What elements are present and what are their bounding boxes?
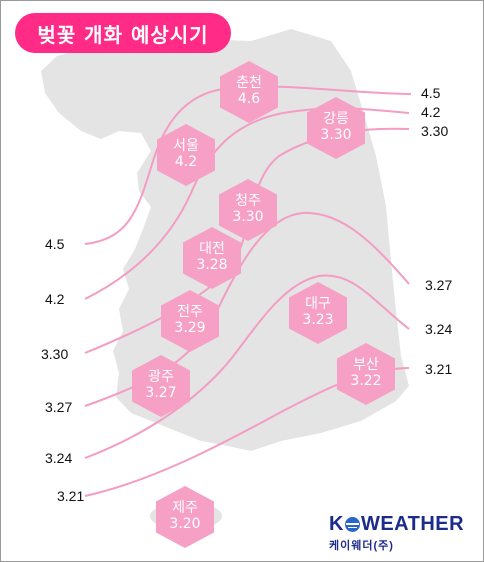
city-name: 대구 xyxy=(305,296,331,313)
contour-label-right: 3.27 xyxy=(425,277,453,293)
contour-label-left: 3.30 xyxy=(41,346,69,362)
contour-label-right: 4.5 xyxy=(421,85,441,101)
city-bloom-date: 3.27 xyxy=(145,385,177,401)
city-bloom-date: 3.28 xyxy=(196,257,228,273)
city-name: 춘천 xyxy=(236,75,262,92)
city-name: 서울 xyxy=(173,138,199,155)
contour-label-left: 3.24 xyxy=(45,450,73,466)
map-title: 벚꽃 개화 예상시기 xyxy=(15,13,231,53)
city-marker-gwangju: 광주 3.27 xyxy=(132,355,190,417)
city-marker-jeonju: 전주 3.29 xyxy=(161,290,219,352)
globe-icon xyxy=(344,517,360,532)
city-name: 부산 xyxy=(353,357,379,374)
city-name: 강릉 xyxy=(323,111,349,128)
logo-text-right: WEATHER xyxy=(360,513,465,535)
city-bloom-date: 4.2 xyxy=(174,154,198,170)
city-name: 대전 xyxy=(199,241,225,258)
contour-label-right: 3.24 xyxy=(425,321,453,337)
contour-label-left: 3.21 xyxy=(57,488,85,504)
contour-label-right: 3.21 xyxy=(425,361,453,377)
city-name: 제주 xyxy=(172,500,198,517)
contour-label-left: 4.5 xyxy=(45,236,65,252)
contour-label-left: 3.27 xyxy=(45,399,73,415)
city-name: 청주 xyxy=(235,193,261,210)
kweather-logo: K WEATHER 케이웨더(주) xyxy=(329,513,464,553)
city-name: 전주 xyxy=(177,304,203,321)
city-bloom-date: 3.29 xyxy=(174,320,206,336)
city-bloom-date: 3.20 xyxy=(169,516,201,532)
city-marker-busan: 부산 3.22 xyxy=(337,343,395,405)
city-bloom-date: 4.6 xyxy=(237,91,261,107)
city-bloom-date: 3.23 xyxy=(302,312,334,328)
contour-line-4-5 xyxy=(84,85,412,245)
city-name: 광주 xyxy=(148,369,174,386)
city-bloom-date: 3.30 xyxy=(320,127,352,143)
contour-label-right: 4.2 xyxy=(421,104,441,120)
contour-label-right: 3.30 xyxy=(421,123,449,139)
logo-subtitle: 케이웨더(주) xyxy=(329,540,394,552)
city-bloom-date: 3.22 xyxy=(350,373,382,389)
logo-text-left: K xyxy=(329,513,344,535)
city-bloom-date: 3.30 xyxy=(232,209,264,225)
city-marker-daegu: 대구 3.23 xyxy=(289,282,347,344)
contour-label-left: 4.2 xyxy=(45,291,65,307)
contour-line-3-24 xyxy=(84,274,410,459)
